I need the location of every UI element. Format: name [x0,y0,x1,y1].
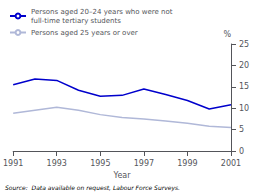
svg-text:1999: 1999 [177,159,197,168]
svg-text:Persons aged 20–24 years who w: Persons aged 20–24 years who were not [31,8,173,16]
svg-text:10: 10 [239,104,249,113]
svg-text:0: 0 [239,147,244,156]
svg-text:5: 5 [239,125,244,134]
svg-text:Year: Year [113,171,132,180]
svg-text:Source: Data available on req: Source: Data available on request, Labou… [5,184,180,192]
svg-text:1995: 1995 [90,159,110,168]
svg-text:%: % [223,30,231,39]
svg-text:Persons aged 25 years or over: Persons aged 25 years or over [31,29,138,37]
svg-text:full-time tertiary students: full-time tertiary students [31,17,121,25]
svg-text:2001: 2001 [221,159,241,168]
svg-text:25: 25 [239,40,249,49]
svg-text:15: 15 [239,82,249,91]
svg-text:1993: 1993 [47,159,67,168]
svg-text:20: 20 [239,61,249,70]
svg-text:1991: 1991 [3,159,23,168]
svg-text:1997: 1997 [134,159,154,168]
